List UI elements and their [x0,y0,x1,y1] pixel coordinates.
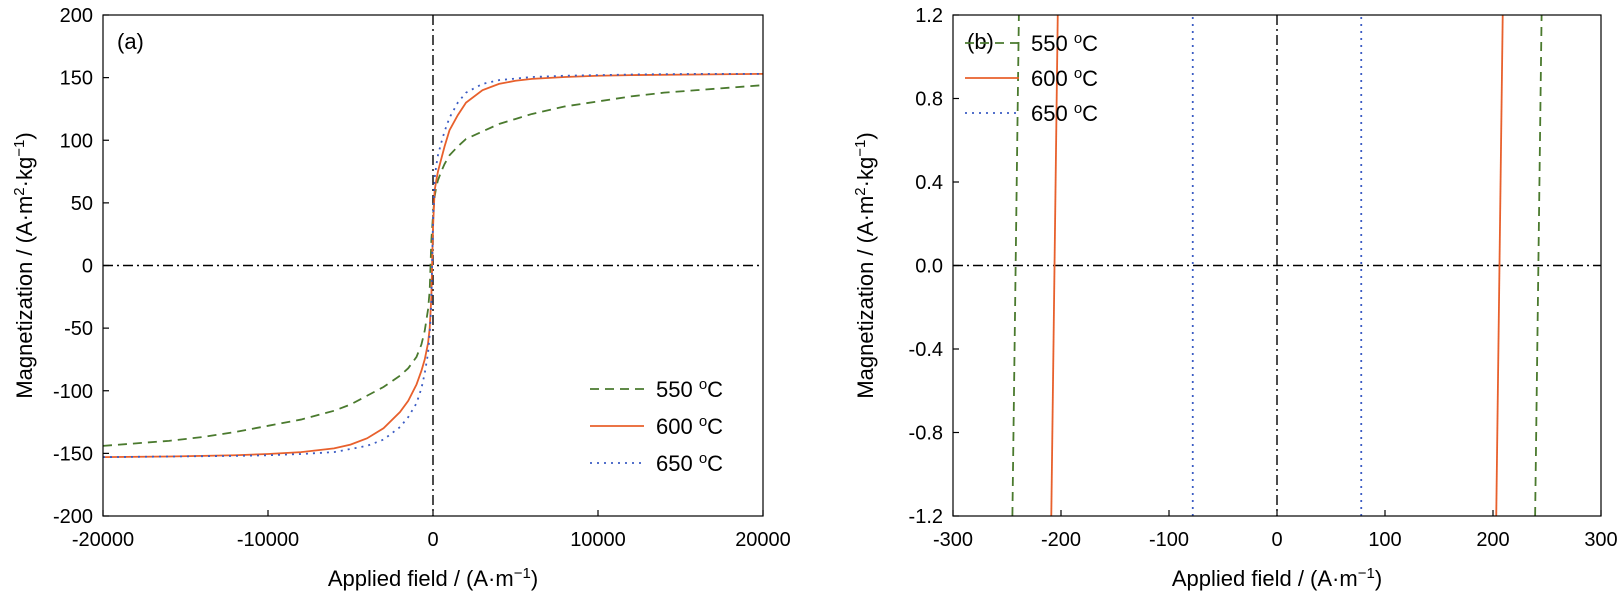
legend-label-1: 600 oC [656,413,723,440]
y-tick-label: 200 [60,5,93,27]
legend: 550 oC 600 oC 650 oC [965,30,1098,127]
x-tick-label: 100 [1368,529,1401,551]
legend-label-0: 550 oC [1031,30,1098,57]
series-group [1011,15,1543,516]
y-tick-label: 0.0 [915,256,943,278]
series-line-1-segment-1 [1495,15,1504,516]
x-tick-label: 0 [1271,529,1282,551]
series-line-0-segment-1 [1534,15,1543,516]
y-tick-label: -150 [53,443,93,465]
x-tick-label: -20000 [72,529,134,551]
y-tick-label: -0.8 [909,423,943,445]
y-tick-label: 50 [71,193,93,215]
series-group [103,72,763,459]
x-tick-label: 10000 [570,529,626,551]
x-axis-label: Applied field / (A·m−1) [1172,565,1382,592]
chart-panel-a: -20000 -10000 0 10000 20000 -200 -150 -100 -50 0 5… [11,5,791,591]
x-axis-label: Applied field / (A·m−1) [328,565,538,592]
series-line-0 [103,84,763,447]
legend-label-0: 550 oC [656,376,723,403]
series-line-1-segment-0 [1050,15,1059,516]
y-axis-label: Magnetization / (A·m2·kg−1) [11,132,38,398]
y-tick-label: -50 [64,318,93,340]
legend: 550 oC 600 oC 650 oC [590,376,723,477]
series-line-1 [103,72,763,459]
legend-label-1: 600 oC [1031,65,1098,92]
y-tick-label: 0.8 [915,89,943,111]
x-tick-label: 200 [1476,529,1509,551]
panel-label: (a) [117,29,144,54]
x-tick-label: 300 [1584,529,1617,551]
panel-label: (b) [967,29,994,54]
y-tick-label: -200 [53,506,93,528]
y-tick-label: -100 [53,381,93,403]
legend-label-2: 650 oC [1031,100,1098,127]
y-tick-label: 100 [60,130,93,152]
y-axis-label: Magnetization / (A·m2·kg−1) [852,132,879,398]
y-tick-label: 150 [60,68,93,90]
y-tick-label: -0.4 [909,339,943,361]
y-tick-label: 0 [82,256,93,278]
series-line-0-segment-0 [1011,15,1020,516]
y-tick-label: -1.2 [909,506,943,528]
x-tick-label: 0 [427,529,438,551]
x-tick-label: -200 [1041,529,1081,551]
y-tick-label: 0.4 [915,172,943,194]
chart-panel-b: -300 -200 -100 0 100 200 300 -1.2 -0.8 -0.4 0.0 0.4… [852,5,1618,591]
y-tick-label: 1.2 [915,5,943,27]
legend-label-2: 650 oC [656,450,723,477]
x-tick-label: -10000 [237,529,299,551]
x-tick-label: -300 [933,529,973,551]
x-tick-label: 20000 [735,529,791,551]
x-tick-label: -100 [1149,529,1189,551]
